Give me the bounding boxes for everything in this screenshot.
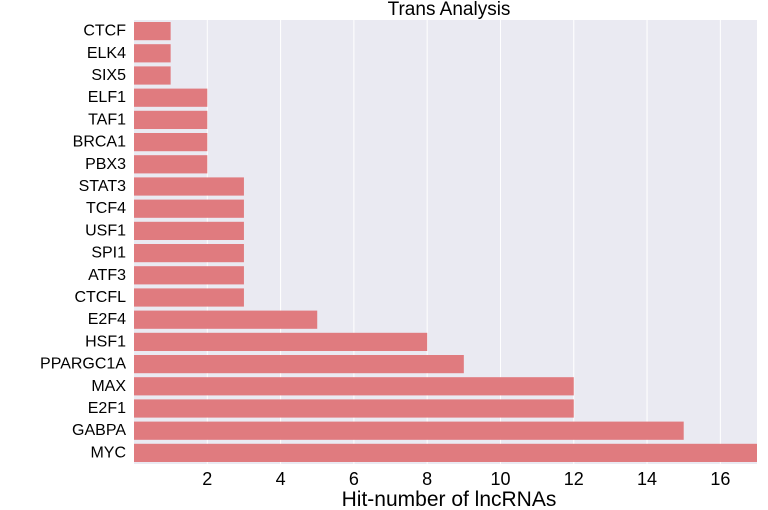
bars xyxy=(134,21,757,463)
category-label: TAF1 xyxy=(88,111,126,128)
x-tick-label: 10 xyxy=(490,469,510,489)
category-labels: CTCF ELK4 SIX5 ELF1 TAF1 BRCA1 PBX3 STAT3 TCF4 US… xyxy=(40,23,126,462)
bar-ctcfl xyxy=(134,288,244,307)
bar-ppargc1a xyxy=(134,354,464,374)
bar-myc xyxy=(134,443,757,463)
bar-spi1 xyxy=(134,243,244,263)
bar-pbx3 xyxy=(134,155,208,174)
x-tick-label: 14 xyxy=(637,469,657,489)
x-tick-label: 8 xyxy=(422,469,432,489)
category-label: MAX xyxy=(91,378,126,395)
x-axis-label: Hit-number of lncRNAs xyxy=(342,488,557,510)
category-label: TCF4 xyxy=(86,200,126,217)
x-tick-labels: 2 4 6 8 10 12 14 16 xyxy=(202,469,730,489)
category-label: BRCA1 xyxy=(73,134,126,151)
bar-taf1 xyxy=(134,110,208,130)
chart-title: Trans Analysis xyxy=(388,0,511,20)
category-label: CTCF xyxy=(83,23,126,40)
category-label: MYC xyxy=(90,444,126,461)
bar-elf1 xyxy=(134,88,208,107)
category-label: STAT3 xyxy=(79,178,127,195)
category-label: ELK4 xyxy=(87,45,126,62)
x-tick-label: 2 xyxy=(202,469,212,489)
plot-background xyxy=(134,20,757,464)
bar-e2f4 xyxy=(134,310,318,329)
category-label: USF1 xyxy=(85,222,126,239)
bar-six5 xyxy=(134,66,171,85)
category-label: SPI1 xyxy=(91,245,126,262)
category-label: PPARGC1A xyxy=(40,356,126,373)
bar-gabpa xyxy=(134,421,684,440)
bar-e2f1 xyxy=(134,399,574,418)
category-label: HSF1 xyxy=(85,333,126,350)
category-label: SIX5 xyxy=(91,67,126,84)
x-tick-label: 4 xyxy=(276,469,286,489)
bar-stat3 xyxy=(134,177,244,196)
bar-atf3 xyxy=(134,266,244,285)
x-tick-label: 12 xyxy=(564,469,584,489)
category-label: PBX3 xyxy=(85,156,126,173)
bar-elk4 xyxy=(134,44,171,63)
bar-ctcf xyxy=(134,21,171,41)
category-label: CTCFL xyxy=(74,289,126,306)
category-label: GABPA xyxy=(72,422,126,439)
bar-tcf4 xyxy=(134,199,244,218)
category-label: E2F1 xyxy=(88,400,126,417)
category-label: ELF1 xyxy=(88,89,126,106)
category-label: E2F4 xyxy=(88,311,126,328)
bar-max xyxy=(134,377,574,396)
bar-usf1 xyxy=(134,221,244,241)
bar-brca1 xyxy=(134,132,208,152)
x-tick-label: 16 xyxy=(710,469,730,489)
category-label: ATF3 xyxy=(88,267,126,284)
grid-lines xyxy=(206,20,721,464)
bar-hsf1 xyxy=(134,332,428,352)
x-tick-label: 6 xyxy=(349,469,359,489)
